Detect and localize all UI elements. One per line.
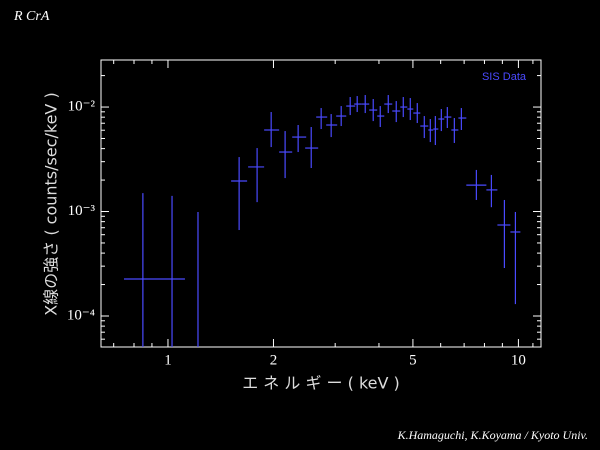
x-tick-label: 10: [511, 352, 526, 368]
y-tick-label: 10⁻³: [68, 203, 96, 219]
credit: K.Hamaguchi, K.Koyama / Kyoto Univ.: [397, 428, 588, 442]
data-points: [123, 95, 521, 347]
x-tick-label: 5: [409, 352, 417, 368]
y-tick-label: 10⁻²: [68, 98, 96, 114]
x-tick-label: 2: [270, 352, 278, 368]
plot-frame: [100, 59, 542, 348]
chart-title: R CrA: [13, 9, 50, 24]
y-tick-label: 10⁻⁴: [67, 307, 95, 323]
y-axis-label: X線の強さ ( counts/sec/keV ): [42, 92, 61, 315]
x-tick-label: 1: [164, 352, 172, 368]
annotation: SIS Data: [482, 71, 527, 83]
x-axis-label: エ ネ ル ギ ー ( keV ): [242, 374, 400, 393]
